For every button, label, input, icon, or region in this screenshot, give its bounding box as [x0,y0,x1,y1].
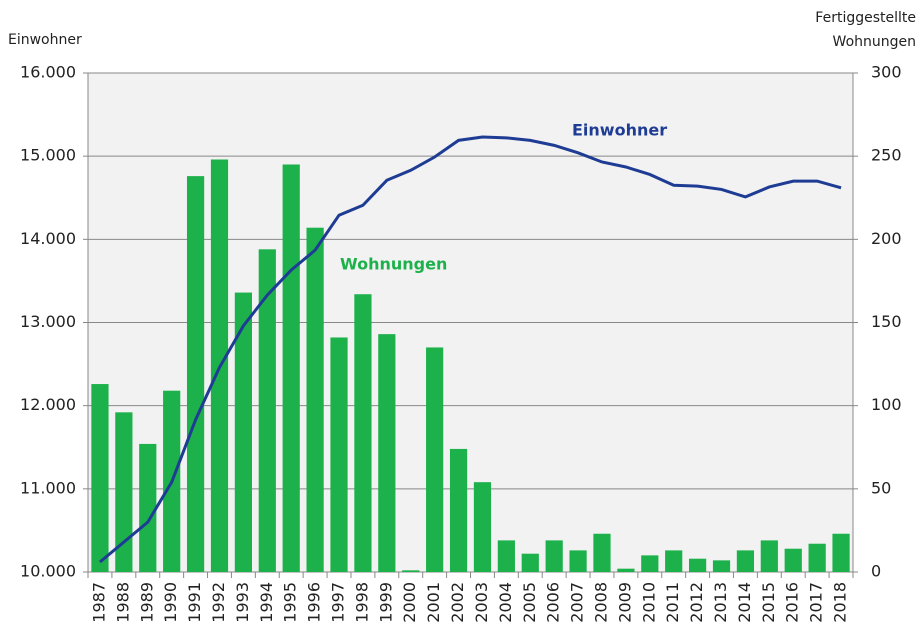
series-label: Einwohner [572,121,667,140]
y-axis-title: Einwohner [8,32,82,48]
bar [832,533,850,572]
x-tick-label: 1998 [352,582,371,623]
x-tick-label: 1991 [185,582,204,623]
bar [760,540,778,572]
bar [569,550,587,572]
bar [186,176,205,573]
line [98,135,842,564]
x-tick-label: 2005 [520,582,539,623]
bar [641,555,659,572]
bar [784,548,802,572]
x-tick-label: 2013 [711,582,730,623]
x-tick-label: 2008 [591,582,610,623]
x-tick-label: 2000 [400,582,419,623]
y2-tick-label: 200 [871,229,902,248]
bar [808,543,826,572]
x-tick-label: 2006 [544,582,563,623]
y2-tick-label: 150 [871,312,902,331]
x-tick-label: 1989 [137,582,156,623]
bar [91,384,109,572]
x-tick-label: 1996 [305,582,324,623]
x-tick-label: 1994 [257,582,276,623]
bar [282,164,300,572]
y2-tick-label: 50 [871,478,891,497]
x-tick-label: 2009 [615,582,634,623]
x-tick-label: 1997 [329,582,348,623]
x-tick-label: 1987 [89,582,108,623]
bar [449,448,468,572]
bar [497,540,515,572]
x-tick-label: 2016 [783,582,802,623]
bar [354,294,372,572]
x-tick-label: 1999 [376,582,395,623]
x-tick-label: 2017 [807,582,826,623]
x-tick-label: 2002 [448,582,467,623]
bar [139,443,157,572]
x-tick-label: 2003 [472,582,491,623]
bar [402,570,420,572]
bar [521,553,539,572]
y-tick-label: 12.000 [20,395,76,414]
bar [545,540,563,572]
y-tick-label: 10.000 [20,562,76,581]
bar [617,568,635,572]
bar [115,412,133,572]
bar [736,550,755,572]
y-tick-label: 16.000 [20,63,76,82]
x-tick-label: 1988 [113,582,132,623]
bar [378,334,396,572]
bar [426,347,444,572]
x-tick-label: 2004 [496,582,515,623]
bar [593,533,611,572]
x-tick-label: 2018 [831,582,850,623]
y2-tick-label: 300 [871,63,902,82]
y-tick-label: 15.000 [20,146,76,165]
bar [665,550,683,572]
bar [258,249,276,572]
x-tick-label: 1993 [233,582,252,623]
x-tick-label: 2012 [687,582,706,623]
x-tick-label: 2007 [568,582,587,623]
x-tick-label: 1990 [161,582,180,623]
x-tick-label: 2014 [735,582,754,623]
x-tick-label: 1995 [281,582,300,623]
y2-axis-title: Fertiggestellte [815,10,916,26]
bar [234,292,252,572]
x-tick-label: 2011 [663,582,682,623]
x-tick-label: 2001 [424,582,443,623]
y-tick-label: 14.000 [20,229,76,248]
bar [712,560,731,572]
x-tick-label: 2010 [639,582,658,623]
y-tick-label: 11.000 [20,478,76,497]
bar [473,482,492,572]
y2-tick-label: 100 [871,395,902,414]
x-tick-label: 2015 [759,582,778,623]
bar [689,558,707,572]
y2-tick-label: 250 [871,146,902,165]
y2-axis-title: Wohnungen [833,34,916,50]
y-tick-label: 13.000 [20,312,76,331]
bar [330,337,348,572]
x-tick-label: 1992 [209,582,228,623]
bar [306,227,324,572]
y2-tick-label: 0 [871,562,881,581]
series-label: Wohnungen [340,255,447,274]
